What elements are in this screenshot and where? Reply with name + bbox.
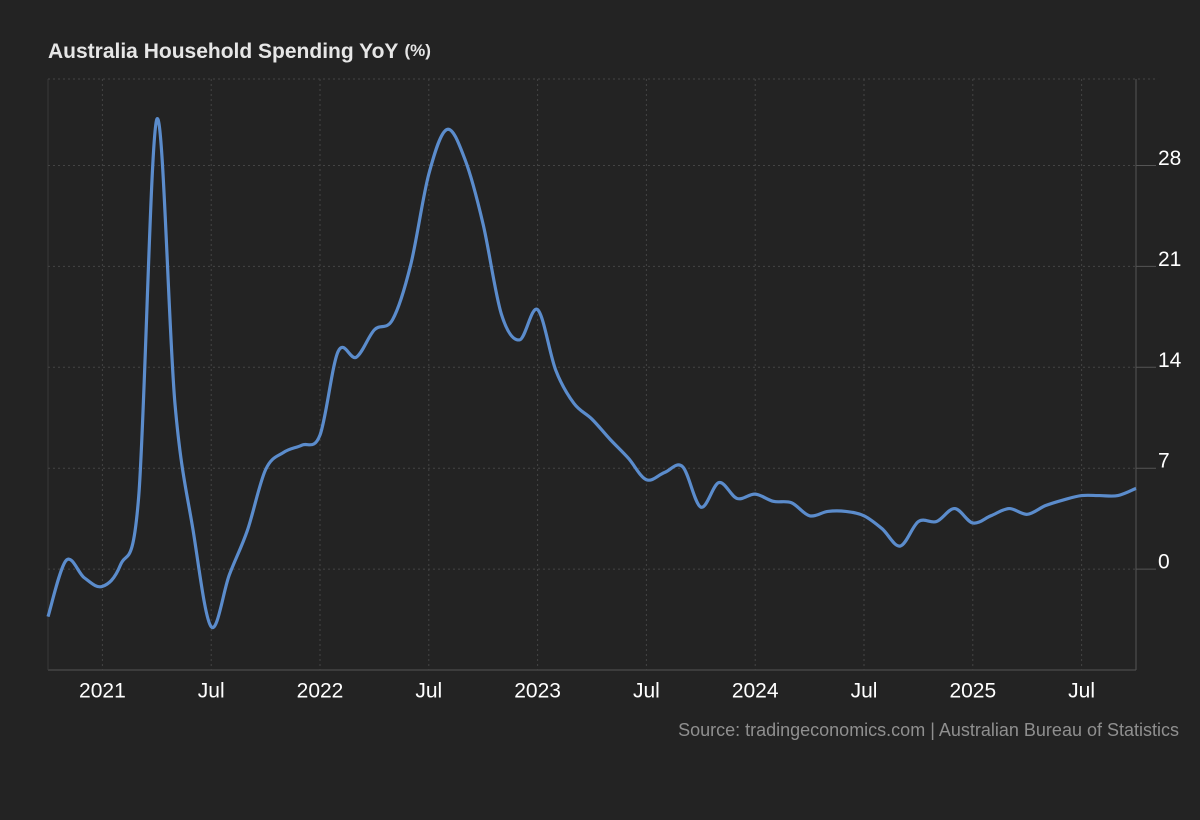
x-tick-label: Jul [851,680,878,703]
x-tick-label: Jul [415,680,442,703]
x-tick-label: Jul [198,680,225,703]
y-tick-label: 28 [1158,147,1181,170]
chart-title: Australia Household Spending YoY (%) [48,40,431,63]
x-tick-label: 2021 [79,680,126,703]
source-note: Source: tradingeconomics.com | Australia… [678,720,1179,740]
y-tick-label: 7 [1158,450,1170,473]
title-text: Australia Household Spending YoY [48,40,398,63]
y-tick-label: 14 [1158,349,1182,372]
x-tick-label: 2023 [514,680,561,703]
y-tick-label: 21 [1158,248,1181,271]
x-tick-label: 2024 [732,680,779,703]
x-tick-label: 2025 [949,680,996,703]
x-tick-label: Jul [633,680,660,703]
title-unit: (%) [404,41,430,60]
data-line [46,117,1137,630]
y-tick-label: 0 [1158,551,1170,574]
x-tick-label: 2022 [297,680,344,703]
x-tick-label: Jul [1068,680,1095,703]
